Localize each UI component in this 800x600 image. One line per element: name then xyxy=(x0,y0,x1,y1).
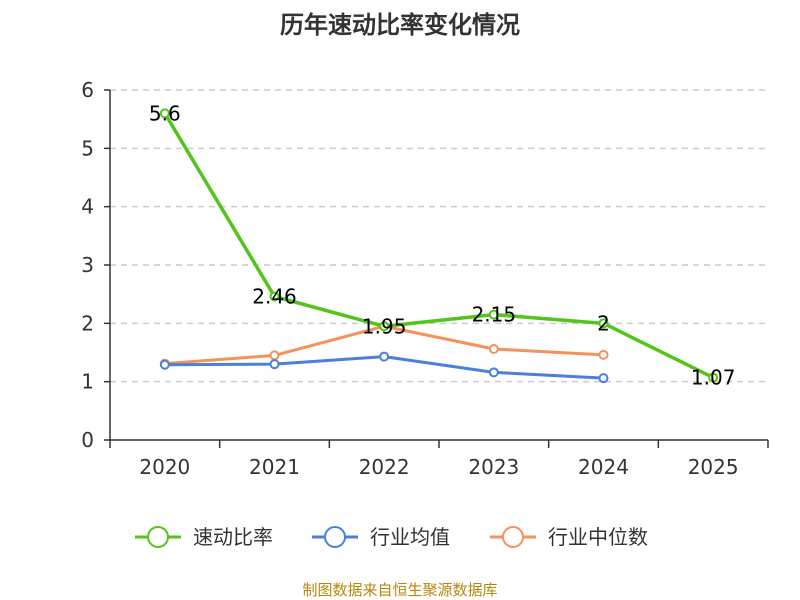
legend-item-2[interactable]: 行业中位数 xyxy=(490,525,648,549)
data-point-1-2021[interactable] xyxy=(269,359,280,370)
data-point-2-2024[interactable] xyxy=(598,349,609,360)
legend-label: 速动比率 xyxy=(193,525,273,549)
data-point-0-2024[interactable] xyxy=(598,318,609,329)
data-label-2025: 1.07 xyxy=(691,366,736,390)
data-label-2020: 5.6 xyxy=(149,101,181,125)
data-label-2023: 2.15 xyxy=(472,303,517,327)
x-tick-label-2020: 2020 xyxy=(139,455,190,479)
x-tick-label-2022: 2022 xyxy=(359,455,410,479)
data-point-2-2021[interactable] xyxy=(269,350,280,361)
legend-item-0[interactable]: 速动比率 xyxy=(135,525,273,549)
y-tick-label: 4 xyxy=(81,195,94,219)
axes: 0 1 2 3 4 5 6 2020 2021 2022 2023 2024 2025 xyxy=(81,78,769,479)
data-labels: 5.6 2.46 1.95 2.15 2 1.07 xyxy=(149,101,736,389)
data-point-2-2023[interactable] xyxy=(488,344,499,354)
x-tick-label-2024: 2024 xyxy=(578,455,629,479)
y-tick-label: 1 xyxy=(81,370,94,394)
y-tick-label: 6 xyxy=(81,78,94,102)
legend[interactable]: 速动比率 行业均值 行业中位数 xyxy=(135,525,648,549)
legend-label: 行业中位数 xyxy=(548,525,648,549)
chart-title: 历年速动比率变化情况 xyxy=(280,11,520,39)
data-label-2021: 2.46 xyxy=(252,285,297,309)
y-tick-label: 0 xyxy=(81,428,94,452)
legend-marker-icon xyxy=(502,526,524,548)
data-label-2024: 2 xyxy=(597,311,610,335)
data-point-1-2020[interactable] xyxy=(159,359,170,370)
x-tick-label-2025: 2025 xyxy=(688,455,739,479)
x-tick-label-2021: 2021 xyxy=(249,455,300,479)
data-point-0-2022[interactable] xyxy=(379,321,390,332)
series-line-0 xyxy=(163,112,714,380)
y-tick-label: 2 xyxy=(81,311,94,335)
legend-marker-icon xyxy=(324,526,346,548)
series-layer xyxy=(159,108,719,384)
data-label-2022: 1.95 xyxy=(362,314,407,338)
data-point-1-2022[interactable] xyxy=(379,351,390,362)
legend-item-1[interactable]: 行业均值 xyxy=(312,525,450,549)
data-source-note: 制图数据来自恒生聚源数据库 xyxy=(302,581,497,599)
legend-marker-icon xyxy=(147,526,169,548)
data-point-0-2023[interactable] xyxy=(488,309,499,320)
x-tick-label-2023: 2023 xyxy=(468,455,519,479)
data-point-1-2023[interactable] xyxy=(488,367,499,378)
y-tick-label: 5 xyxy=(81,136,94,160)
data-point-1-2024[interactable] xyxy=(598,373,609,384)
y-tick-label: 3 xyxy=(81,253,94,277)
data-point-0-2021[interactable] xyxy=(269,291,280,302)
data-point-0-2025[interactable] xyxy=(708,372,719,383)
data-point-0-2020[interactable] xyxy=(159,108,170,119)
legend-label: 行业均值 xyxy=(370,525,450,549)
